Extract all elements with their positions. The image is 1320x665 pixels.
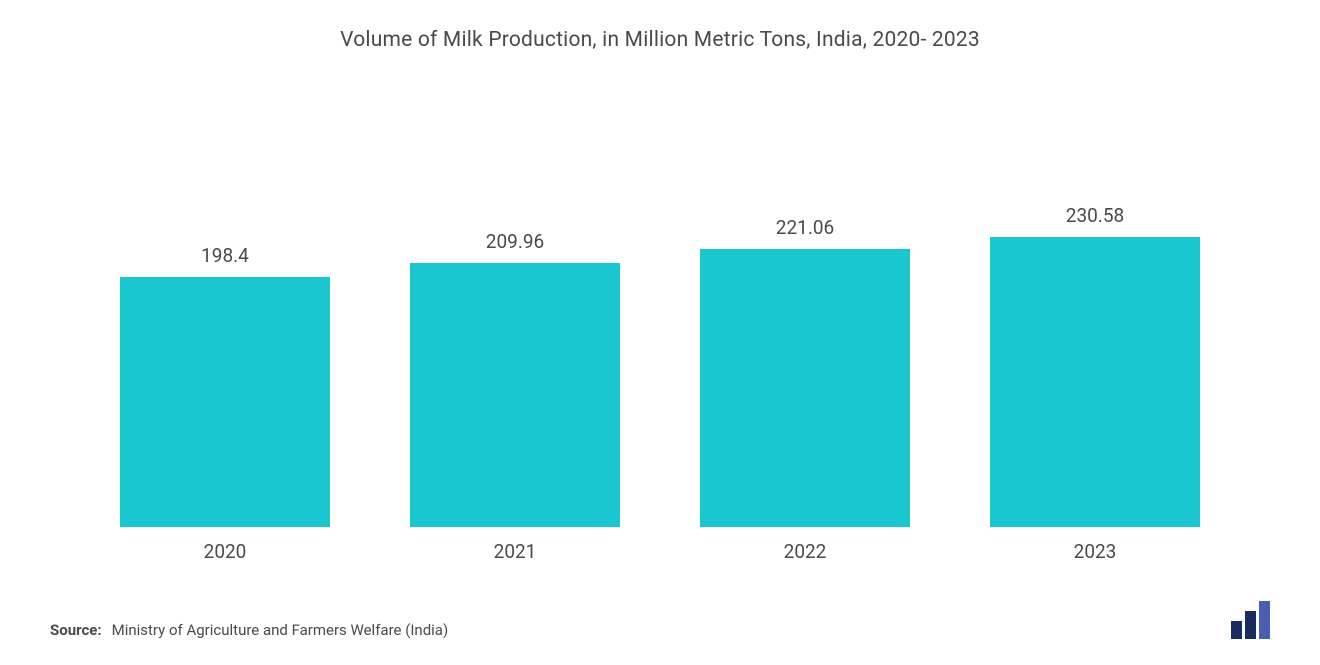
source-citation: Source: Ministry of Agriculture and Farme… [50, 621, 448, 639]
bar-value-label: 209.96 [486, 230, 544, 253]
bar [990, 237, 1200, 527]
bar-group-3: 230.58 [950, 204, 1240, 527]
chart-container: Volume of Milk Production, in Million Me… [0, 0, 1320, 665]
x-axis-label: 2021 [370, 540, 660, 563]
bar-group-1: 209.96 [370, 230, 660, 527]
bar-group-2: 221.06 [660, 216, 950, 527]
bar-group-0: 198.4 [80, 244, 370, 527]
plot-area: 198.4 209.96 221.06 230.58 [50, 62, 1270, 528]
chart-title: Volume of Milk Production, in Million Me… [50, 28, 1270, 52]
bar-value-label: 198.4 [201, 244, 249, 267]
mordor-logo-icon [1231, 601, 1270, 639]
chart-footer: Source: Ministry of Agriculture and Farme… [50, 563, 1270, 645]
bar-value-label: 230.58 [1066, 204, 1124, 227]
x-axis-label: 2023 [950, 540, 1240, 563]
bar-value-label: 221.06 [776, 216, 834, 239]
x-axis-label: 2022 [660, 540, 950, 563]
bar [700, 249, 910, 527]
source-label: Source: [50, 621, 102, 639]
logo-bar [1231, 621, 1242, 639]
bar [120, 277, 330, 527]
x-axis-label: 2020 [80, 540, 370, 563]
bar [410, 263, 620, 527]
x-axis: 2020 2021 2022 2023 [50, 528, 1270, 563]
logo-bar [1245, 611, 1256, 639]
source-text: Ministry of Agriculture and Farmers Welf… [112, 621, 449, 639]
logo-bar [1259, 601, 1270, 639]
